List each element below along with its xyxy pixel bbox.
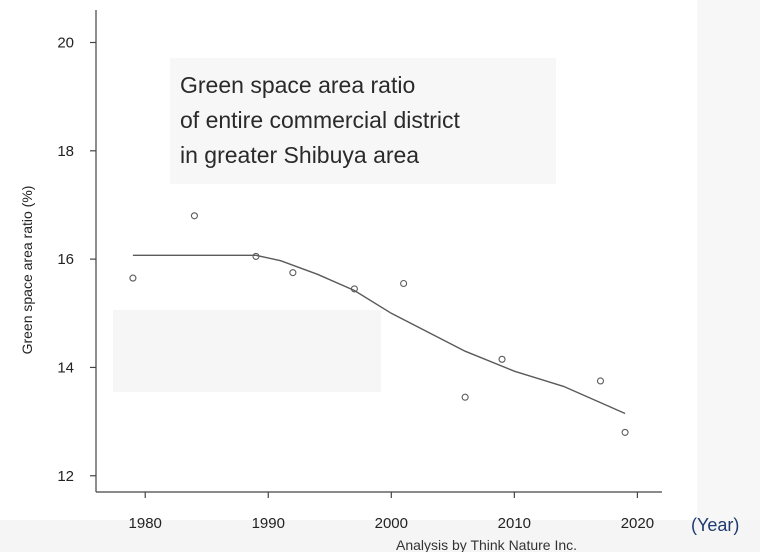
annotation-placeholder-box	[113, 310, 381, 392]
x-tick-label: 2020	[621, 515, 654, 532]
trend-line	[132, 254, 626, 415]
y-axis-title: Green space area ratio (%)	[19, 186, 35, 355]
x-axis-ticks: 1980 1990 2000 2010 2020	[129, 492, 654, 532]
annotation-line-3: in greater Shibuya area	[180, 142, 419, 168]
y-tick-label: 12	[57, 468, 74, 485]
data-point	[190, 212, 198, 220]
y-tick-label: 16	[57, 251, 74, 268]
footer-band	[0, 520, 760, 552]
y-tick-label: 14	[57, 359, 74, 376]
x-tick-label: 1980	[129, 515, 162, 532]
annotation-box	[170, 58, 556, 184]
annotation-line-1: Green space area ratio	[180, 72, 415, 98]
annotation-line-2: of entire commercial district	[180, 107, 461, 133]
data-point	[400, 279, 408, 288]
x-tick-label: 2000	[375, 515, 408, 532]
data-point	[498, 355, 506, 363]
data-point	[596, 377, 605, 385]
data-points	[129, 212, 629, 436]
data-point	[461, 393, 469, 401]
data-point	[350, 285, 358, 293]
y-tick-label: 18	[57, 143, 74, 160]
data-point	[621, 428, 629, 436]
data-point	[289, 269, 297, 277]
x-tick-label: 2010	[498, 515, 531, 532]
y-tick-label: 20	[57, 34, 74, 51]
right-margin-shade	[697, 0, 760, 520]
data-point	[129, 274, 137, 282]
data-point	[252, 252, 260, 260]
x-axis-unit-label: (Year)	[691, 515, 739, 535]
credit-text: Analysis by Think Nature Inc.	[396, 537, 577, 552]
y-axis-ticks: 12 14 16 18 20	[57, 34, 96, 485]
x-tick-label: 1990	[252, 515, 285, 532]
